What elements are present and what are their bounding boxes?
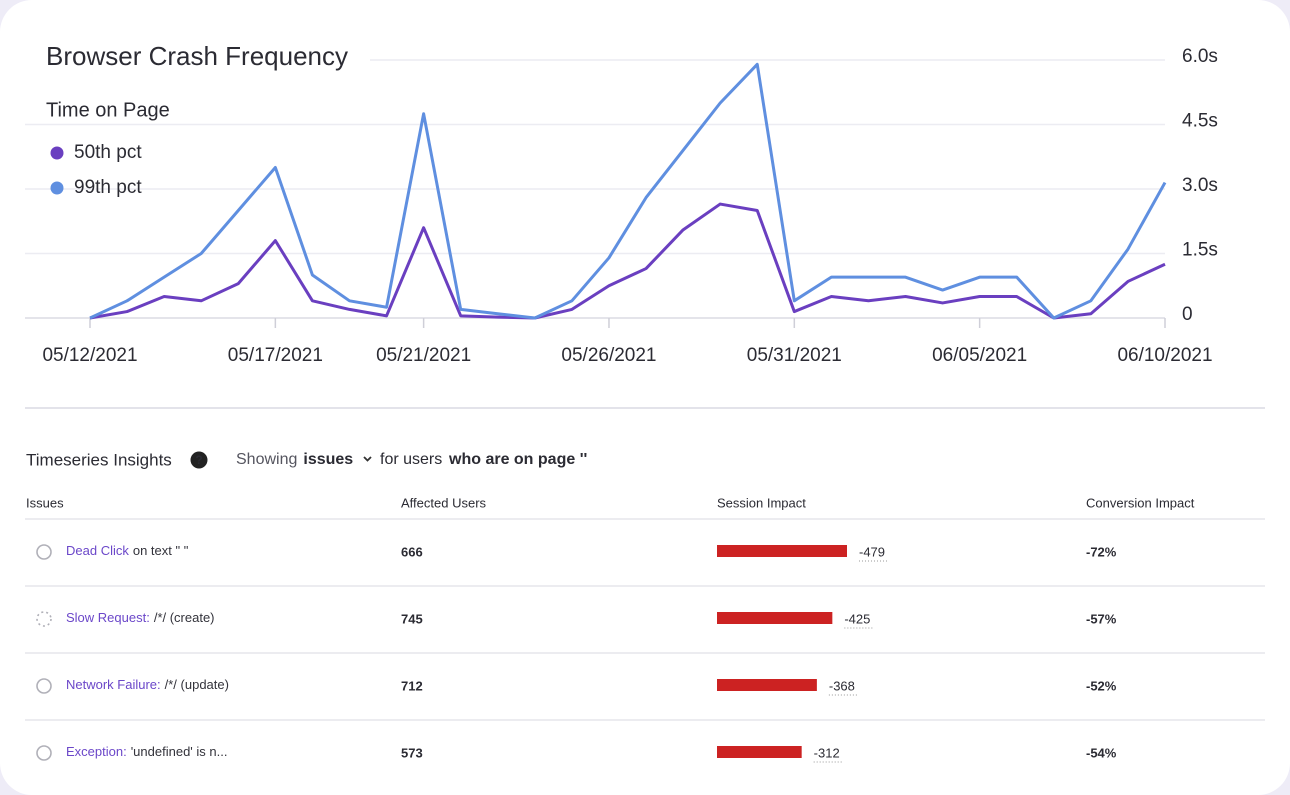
issue-icon — [36, 611, 52, 627]
legend-title: Time on Page — [46, 99, 170, 121]
issue-icon — [36, 745, 52, 761]
legend-dot — [50, 181, 64, 195]
column-header: Issues — [26, 495, 64, 510]
series-line — [89, 62, 1167, 320]
session-bar — [717, 746, 802, 758]
insights-filter: Showing issues — [236, 451, 353, 468]
issue-name[interactable]: Slow Request: — [66, 610, 150, 625]
x-tick-label: 05/31/2021 — [747, 345, 842, 366]
y-tick-label: 0 — [1182, 304, 1193, 325]
issue-icon — [36, 678, 52, 694]
help-icon — [190, 451, 208, 469]
x-tick-label: 05/21/2021 — [376, 345, 471, 366]
column-header: Conversion Impact — [1086, 495, 1195, 510]
affected-users: 712 — [401, 678, 423, 693]
session-bar — [717, 612, 833, 624]
y-tick-label: 4.5s — [1182, 111, 1218, 132]
x-tick-label: 05/12/2021 — [42, 345, 137, 366]
chart-title: Browser Crash Frequency — [46, 41, 348, 71]
issue-name[interactable]: Network Failure: — [66, 677, 161, 692]
condition: who are on page '' — [448, 451, 587, 468]
affected-users: 666 — [401, 544, 423, 559]
legend-label: 99th pct — [74, 177, 142, 198]
issue-name[interactable]: Dead Click — [66, 543, 129, 558]
issue-icon — [36, 544, 52, 560]
column-header: Affected Users — [401, 495, 487, 510]
for-users: for users — [380, 451, 442, 468]
help-icon-q: ? — [195, 453, 202, 467]
issue-detail: /*/ (create) — [154, 610, 215, 625]
affected-users: 745 — [401, 611, 423, 626]
conversion: -52% — [1086, 678, 1117, 693]
column-header: Session Impact — [717, 495, 806, 510]
x-tick-label: 06/05/2021 — [932, 345, 1027, 366]
series-line — [89, 202, 1166, 320]
y-tick-label: 6.0s — [1182, 46, 1218, 67]
conversion: -72% — [1086, 544, 1117, 559]
issue-detail: on text " " — [133, 543, 189, 558]
session-value: -368 — [829, 678, 855, 693]
issue: Network Failure: /*/ (update) — [66, 677, 229, 692]
showing: Showing — [236, 451, 297, 468]
legend-dot — [50, 146, 64, 160]
issue-name[interactable]: Exception: — [66, 744, 127, 759]
issue: Dead Click on text " " — [66, 543, 189, 558]
session-value: -479 — [859, 544, 885, 559]
conversion: -57% — [1086, 611, 1117, 626]
session-value: -425 — [844, 611, 870, 626]
issue-detail: 'undefined' is n... — [131, 744, 228, 759]
x-tick-label: 05/17/2021 — [228, 345, 323, 366]
session-bar — [717, 679, 817, 691]
filter[interactable]: issues — [303, 451, 353, 468]
x-tick-label: 06/10/2021 — [1117, 345, 1212, 366]
legend-label: 50th pct — [74, 142, 142, 163]
affected-users: 573 — [401, 745, 423, 760]
issue: Slow Request: /*/ (create) — [66, 610, 215, 625]
x-tick-label: 05/26/2021 — [561, 345, 656, 366]
session-value: -312 — [814, 745, 840, 760]
issue: Exception: 'undefined' is n... — [66, 744, 227, 759]
conversion: -54% — [1086, 745, 1117, 760]
y-tick-label: 1.5s — [1182, 240, 1218, 261]
session-bar — [717, 545, 847, 557]
chevron — [363, 456, 372, 462]
y-tick-label: 3.0s — [1182, 175, 1218, 196]
issue-detail: /*/ (update) — [165, 677, 229, 692]
insights-title: Timeseries Insights — [26, 450, 172, 469]
